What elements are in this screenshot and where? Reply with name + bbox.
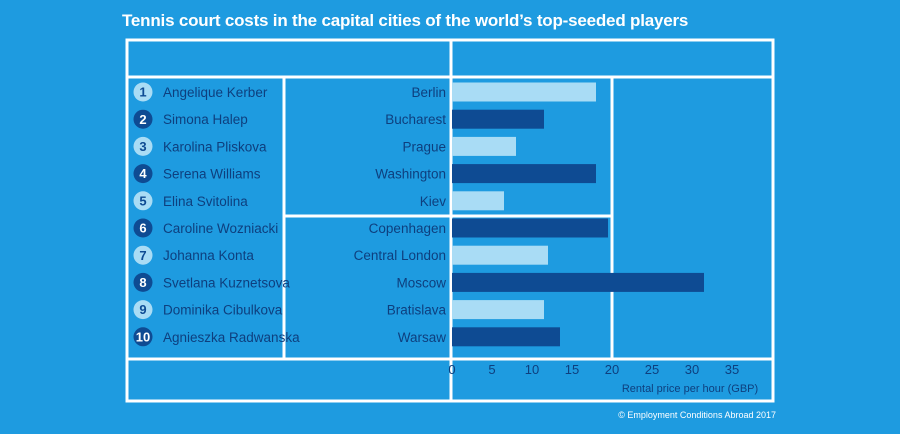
x-tick-label: 35 <box>725 362 739 377</box>
player-name: Angelique Kerber <box>163 85 268 100</box>
row-labels: 1 Angelique Kerber Berlin 2 Simona Halep Buch… <box>133 82 447 347</box>
x-axis-label: Rental price per hour (GBP) <box>622 383 758 395</box>
player-name: Caroline Wozniacki <box>163 221 278 236</box>
player-name: Johanna Konta <box>163 248 254 263</box>
rank-number: 3 <box>139 139 146 154</box>
player-name: Dominika Cibulkova <box>163 303 283 318</box>
city-name: Prague <box>402 139 446 154</box>
player-name: Serena Williams <box>163 167 261 182</box>
x-tick-label: 0 <box>448 362 455 377</box>
x-tick-label: 10 <box>525 362 539 377</box>
x-tick-label: 15 <box>565 362 579 377</box>
rank-circle <box>133 164 153 184</box>
copyright-footer: © Employment Conditions Abroad 2017 <box>618 410 776 420</box>
bars <box>452 82 704 347</box>
city-name: Bucharest <box>385 112 446 127</box>
city-name: Warsaw <box>398 330 447 345</box>
bar-berlin <box>452 82 596 102</box>
rank-circle <box>133 272 153 292</box>
rank-number: 9 <box>139 302 146 317</box>
x-tick-label: 5 <box>488 362 495 377</box>
rank-circle <box>133 300 153 320</box>
player-name: Svetlana Kuznetsova <box>163 275 290 290</box>
bar-central-london <box>452 245 548 265</box>
rank-circle <box>133 109 153 129</box>
bar-kiev <box>452 191 504 211</box>
rank-circle <box>133 136 153 156</box>
x-axis: 0 5 10 15 20 25 30 35 Rental price per hour (GBP… <box>448 362 758 395</box>
player-name: Karolina Pliskova <box>163 139 267 154</box>
city-name: Central London <box>354 248 446 263</box>
rank-circle <box>133 191 153 211</box>
bar-washington <box>452 164 596 184</box>
chart-title: Tennis court costs in the capital cities… <box>122 11 689 30</box>
court-lines <box>125 38 775 403</box>
bar-moscow <box>452 272 704 292</box>
rank-number: 8 <box>139 275 146 290</box>
player-name: Agnieszka Radwanska <box>163 330 300 345</box>
rank-number: 10 <box>136 329 150 344</box>
rank-number: 4 <box>139 166 147 181</box>
rank-number: 5 <box>139 193 146 208</box>
rank-number: 7 <box>139 248 146 263</box>
rank-circle <box>133 327 153 347</box>
bar-copenhagen <box>452 218 608 238</box>
rank-number: 6 <box>139 221 146 236</box>
x-tick-label: 25 <box>645 362 659 377</box>
city-name: Berlin <box>411 85 446 100</box>
city-name: Moscow <box>396 275 446 290</box>
rank-circle <box>133 245 153 265</box>
city-name: Washington <box>375 167 446 182</box>
rank-circle <box>133 218 153 238</box>
rank-number: 2 <box>139 112 146 127</box>
city-name: Bratislava <box>387 303 447 318</box>
x-tick-label: 20 <box>605 362 619 377</box>
player-name: Simona Halep <box>163 112 248 127</box>
city-name: Copenhagen <box>369 221 446 236</box>
rank-number: 1 <box>139 85 146 100</box>
rank-circle <box>133 82 153 102</box>
bar-prague <box>452 136 516 156</box>
bar-bratislava <box>452 300 544 320</box>
x-tick-label: 30 <box>685 362 699 377</box>
player-name: Elina Svitolina <box>163 194 248 209</box>
bar-bucharest <box>452 109 544 129</box>
city-name: Kiev <box>420 194 447 209</box>
bar-warsaw <box>452 327 560 347</box>
